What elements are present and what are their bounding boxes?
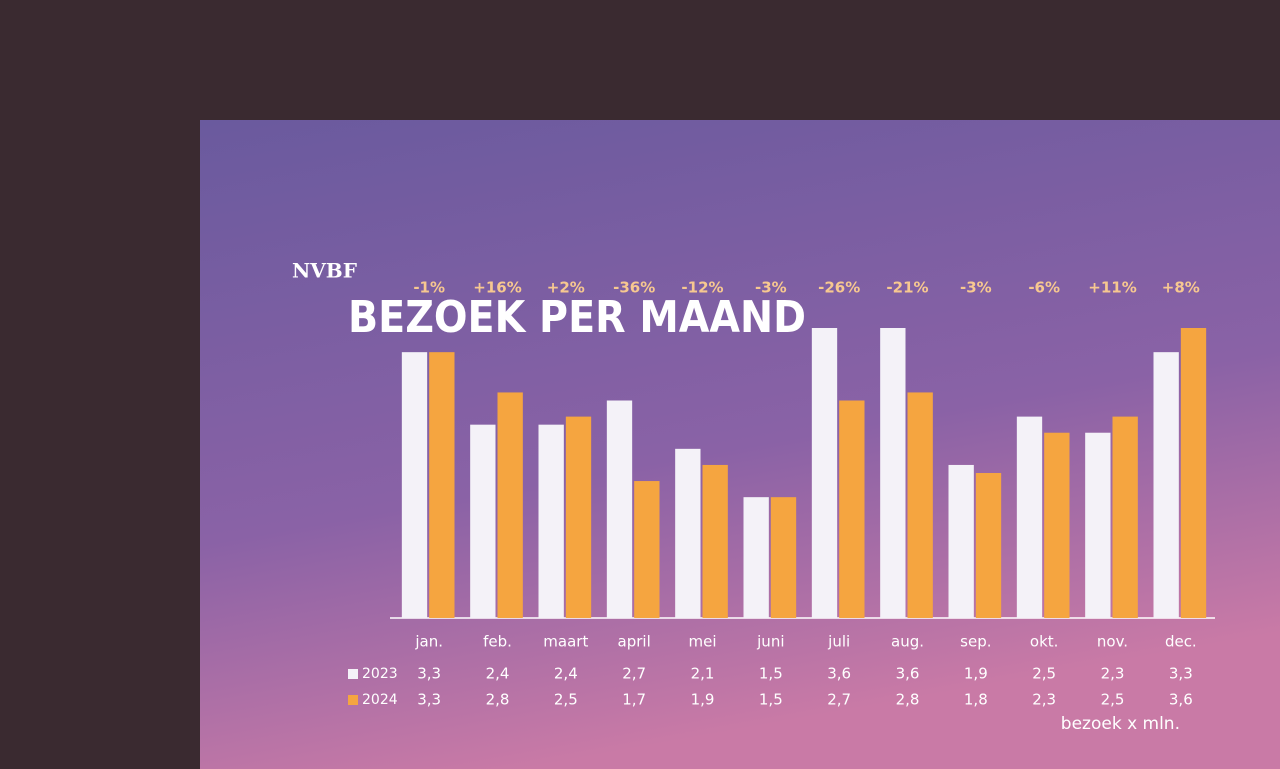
table-value: 3,6 — [827, 665, 851, 683]
bar — [811, 328, 838, 618]
legend-swatch — [348, 669, 358, 679]
table-value: 3,3 — [417, 665, 441, 683]
bar — [470, 424, 496, 618]
x-tick-label: sep. — [960, 633, 991, 651]
bar — [1112, 416, 1138, 618]
table-value: 1,9 — [691, 691, 715, 709]
change-label: -36% — [613, 279, 655, 297]
table-value: 2,4 — [554, 665, 578, 683]
x-tick-label: nov. — [1097, 633, 1128, 651]
table-value: 2,3 — [1032, 691, 1056, 709]
bar — [880, 328, 906, 618]
bar — [565, 416, 592, 618]
table-value: 1,8 — [964, 691, 988, 709]
bar — [401, 352, 428, 618]
bar — [1180, 328, 1207, 618]
table-value: 1,5 — [759, 691, 783, 709]
table-value: 2,5 — [554, 691, 578, 709]
bar — [770, 497, 797, 618]
change-label: +16% — [473, 279, 521, 297]
table-value: 3,6 — [896, 665, 920, 683]
table-value: 2,5 — [1101, 691, 1125, 709]
bar — [975, 473, 1002, 618]
table-value: 2,3 — [1101, 665, 1125, 683]
bar — [1153, 352, 1179, 618]
table-value: 2,7 — [622, 665, 646, 683]
x-tick-label: feb. — [483, 633, 512, 651]
legend-label: 2024 — [362, 692, 398, 708]
x-tick-label: mei — [688, 633, 716, 651]
change-label: -21% — [886, 279, 928, 297]
change-label: +2% — [547, 279, 585, 297]
table-value: 3,3 — [417, 691, 441, 709]
bar — [948, 464, 974, 618]
table-value: 3,3 — [1169, 665, 1193, 683]
change-label: -12% — [681, 279, 723, 297]
x-tick-label: okt. — [1030, 633, 1059, 651]
change-label: +8% — [1162, 279, 1200, 297]
bar — [634, 481, 660, 618]
x-tick-label: maart — [543, 633, 588, 651]
legend-label: 2023 — [362, 666, 398, 682]
table-value: 2,5 — [1032, 665, 1056, 683]
table-value: 2,7 — [827, 691, 851, 709]
bar — [538, 424, 564, 618]
x-tick-label: juni — [756, 633, 784, 651]
table-value: 2,8 — [486, 691, 510, 709]
note: bezoek x mln. — [1061, 714, 1180, 734]
change-label: -3% — [755, 279, 787, 297]
bar — [675, 448, 701, 618]
bar — [1085, 432, 1111, 618]
logo: NVBF — [292, 259, 357, 283]
table-value: 2,8 — [896, 691, 920, 709]
legend-swatch — [348, 695, 358, 705]
table-value: 1,7 — [622, 691, 646, 709]
bar — [606, 400, 633, 618]
table-value: 2,4 — [486, 665, 510, 683]
bar — [702, 464, 728, 618]
chart-title: BEZOEK PER MAAND — [348, 292, 806, 343]
change-label: -26% — [818, 279, 860, 297]
table-value: 1,5 — [759, 665, 783, 683]
bar — [907, 392, 933, 618]
table-value: 2,1 — [691, 665, 715, 683]
table-value: 1,9 — [964, 665, 988, 683]
bar — [1016, 416, 1043, 618]
bar — [497, 392, 523, 618]
change-label: -6% — [1028, 279, 1060, 297]
table-value: 3,6 — [1169, 691, 1193, 709]
x-tick-label: aug. — [891, 633, 924, 651]
bar — [429, 352, 455, 618]
bar — [743, 497, 769, 618]
x-tick-label: dec. — [1165, 633, 1197, 651]
x-tick-label: juli — [827, 633, 850, 651]
change-label: -1% — [413, 279, 445, 297]
bar — [1044, 432, 1070, 618]
x-tick-label: april — [618, 633, 651, 651]
change-label: -3% — [960, 279, 992, 297]
change-label: +11% — [1088, 279, 1136, 297]
bar — [839, 400, 865, 618]
x-tick-label: jan. — [414, 633, 443, 651]
